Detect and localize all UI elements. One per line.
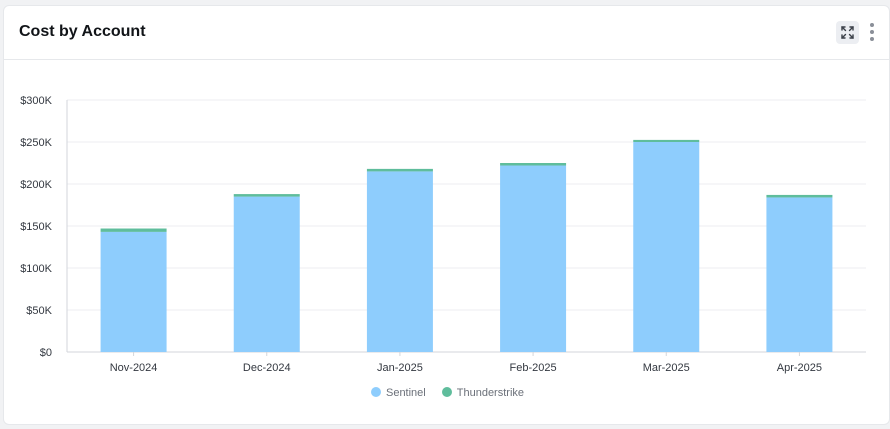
cost-bar-chart: $0 $50K $100K $150K $200K $250K $300K Nov-2024 D… <box>20 95 866 374</box>
legend-swatch <box>370 387 381 397</box>
expand-icon <box>841 26 854 39</box>
legend-label: Sentinel <box>385 387 426 399</box>
bar-thunderstrike-mar-2025 <box>633 139 700 142</box>
y-tick-label: $50K <box>26 305 52 317</box>
more-vertical-icon <box>870 23 874 27</box>
legend-item-sentinel[interactable]: Sentinel <box>370 387 426 399</box>
bar-thunderstrike-apr-2025 <box>766 194 833 198</box>
bar-thunderstrike-nov-2024 <box>100 228 167 232</box>
bar-sentinel-feb-2025 <box>500 165 567 352</box>
bar-thunderstrike-jan-2025 <box>366 168 433 172</box>
card-title: Cost by Account <box>19 23 146 40</box>
x-tick-label: Feb-2025 <box>510 362 557 374</box>
bar-sentinel-nov-2024 <box>100 231 167 352</box>
legend-item-thunderstrike[interactable]: Thunderstrike <box>441 387 525 399</box>
more-options-button[interactable] <box>866 21 878 44</box>
x-tick-label: Jan-2025 <box>377 362 423 374</box>
bar-sentinel-dec-2024 <box>233 196 300 352</box>
x-tick-label: Nov-2024 <box>110 362 158 374</box>
x-tick-label: Apr-2025 <box>777 362 822 374</box>
legend-swatch <box>441 387 452 397</box>
card-header: Cost by Account <box>4 6 889 60</box>
chart-legend: Sentinel Thunderstrike <box>4 387 890 399</box>
y-tick-label: $300K <box>20 95 52 107</box>
bar-sentinel-mar-2025 <box>633 142 700 352</box>
x-tick-label: Dec-2024 <box>243 362 291 374</box>
y-tick-label: $200K <box>20 179 52 191</box>
y-tick-label: $250K <box>20 137 52 149</box>
cost-by-account-card: Cost by Account $0 $50K $100K $150K $200K $25… <box>3 5 890 425</box>
x-tick-label: Mar-2025 <box>643 362 690 374</box>
bar-sentinel-apr-2025 <box>766 197 833 352</box>
y-tick-label: $100K <box>20 263 52 275</box>
expand-button[interactable] <box>836 21 859 44</box>
bar-thunderstrike-dec-2024 <box>233 194 300 197</box>
bar-thunderstrike-feb-2025 <box>500 163 567 166</box>
legend-label: Thunderstrike <box>456 387 525 399</box>
y-tick-label: $0 <box>40 347 52 359</box>
y-tick-label: $150K <box>20 221 52 233</box>
bar-sentinel-jan-2025 <box>366 171 433 352</box>
